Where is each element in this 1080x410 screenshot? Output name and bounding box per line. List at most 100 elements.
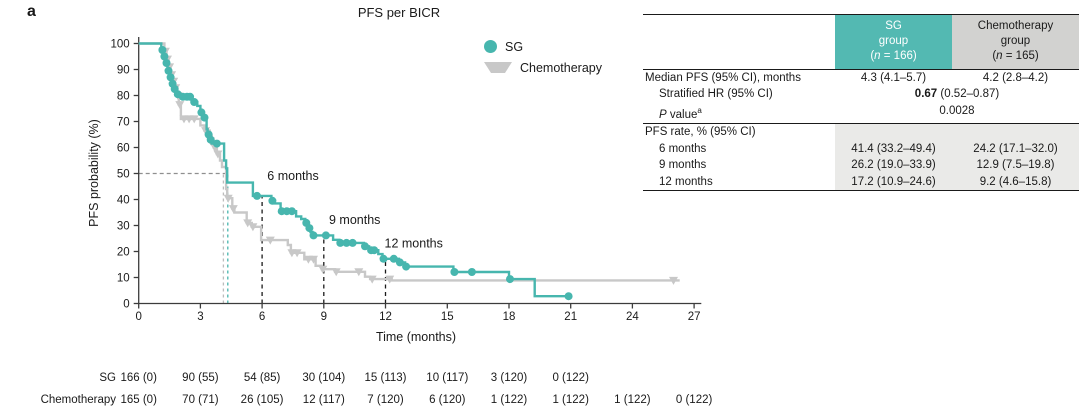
header-line: SG — [885, 20, 902, 32]
row-label: P valuea — [643, 103, 835, 123]
header-line: (n = 165) — [954, 49, 1077, 64]
svg-text:7 (120): 7 (120) — [367, 394, 404, 406]
pfs-rate-12mo-row: 12 months 17.2 (10.9–24.6) 9.2 (4.6–15.8… — [643, 173, 1079, 191]
stats-header-empty-cell — [643, 15, 835, 69]
sg-circle-marker-icon — [484, 40, 497, 53]
p-value-row: P valuea 0.0028 — [643, 103, 1079, 123]
band-filler — [835, 124, 1079, 141]
pfs-rate-6mo-row: 6 months 41.4 (33.2–49.4) 24.2 (17.1–32.… — [643, 140, 1079, 158]
n-symbol: n — [874, 49, 881, 62]
svg-text:20: 20 — [117, 247, 130, 259]
svg-text:100: 100 — [111, 39, 130, 51]
svg-text:30: 30 — [117, 221, 130, 233]
row-label: Median PFS (95% CI), months — [645, 71, 801, 84]
svg-text:9: 9 — [321, 311, 327, 323]
stats-col-header-chemotherapy: Chemotherapy group (n = 165) — [952, 15, 1079, 69]
svg-text:12 months: 12 months — [385, 237, 443, 251]
p-value: 0.0028 — [939, 104, 975, 117]
rate-9mo-sg-value: 26.2 (19.0–33.9) — [835, 157, 952, 174]
legend: SG Chemotherapy — [484, 36, 602, 78]
row-label: 6 months — [659, 142, 707, 155]
x-axis-label: Time (months) — [375, 330, 457, 344]
legend-item-sg: SG — [484, 36, 602, 57]
svg-text:70: 70 — [117, 117, 130, 129]
svg-text:0 (122): 0 (122) — [552, 372, 589, 384]
chart-title: PFS per BICR — [357, 5, 441, 20]
y-axis-label: PFS probability (%) — [87, 119, 101, 227]
footnote-marker: a — [697, 105, 702, 115]
svg-text:0: 0 — [135, 311, 141, 323]
svg-text:12 (117): 12 (117) — [303, 394, 345, 406]
svg-text:24: 24 — [626, 311, 639, 323]
svg-text:80: 80 — [117, 91, 130, 103]
svg-text:SG: SG — [99, 372, 116, 384]
svg-text:26 (105): 26 (105) — [241, 394, 284, 406]
rate-6mo-sg-value: 41.4 (33.2–49.4) — [835, 140, 952, 158]
svg-text:90 (55): 90 (55) — [182, 372, 219, 384]
paren: ( — [992, 49, 997, 62]
n-symbol: n — [996, 49, 1003, 62]
n-count: = 165) — [1002, 49, 1039, 62]
svg-text:15 (113): 15 (113) — [365, 372, 407, 384]
chemotherapy-triangle-marker-icon — [484, 62, 512, 73]
svg-text:15: 15 — [441, 311, 454, 323]
svg-text:40: 40 — [117, 195, 130, 207]
median-pfs-sg-value: 4.3 (4.1–5.7) — [860, 71, 927, 84]
pfs-rate-header-row: PFS rate, % (95% CI) — [643, 123, 1079, 141]
svg-text:10: 10 — [117, 273, 130, 285]
p-symbol: P — [659, 108, 667, 121]
rate-9mo-chemo-value: 12.9 (7.5–19.8) — [952, 157, 1079, 174]
svg-text:12: 12 — [379, 311, 392, 323]
row-label: 9 months — [659, 159, 707, 172]
svg-text:6: 6 — [259, 311, 265, 323]
row-label: PFS rate, % (95% CI) — [645, 126, 756, 139]
header-line: Chemotherapy — [977, 20, 1054, 32]
svg-text:30 (104): 30 (104) — [302, 372, 345, 384]
svg-text:54 (85): 54 (85) — [244, 372, 281, 384]
svg-text:6 months: 6 months — [267, 169, 318, 183]
stats-col-header-sg: SG group (n = 166) — [835, 15, 952, 69]
stratified-hr-row: Stratified HR (95% CI) 0.67 (0.52–0.87) — [643, 86, 1079, 103]
hr-ci-value: (0.52–0.87) — [937, 88, 1000, 101]
header-line: group — [1000, 34, 1031, 47]
hr-value: 0.67 (0.52–0.87) — [835, 86, 1079, 103]
panel-label: a — [27, 3, 36, 20]
svg-text:27: 27 — [688, 311, 701, 323]
svg-text:6 (120): 6 (120) — [429, 394, 466, 406]
svg-text:90: 90 — [117, 65, 130, 77]
svg-text:50: 50 — [117, 169, 130, 181]
stats-table: SG group (n = 166) Chemotherapy group (n… — [643, 14, 1079, 192]
svg-text:70 (71): 70 (71) — [182, 394, 219, 406]
p-word: value — [666, 108, 698, 121]
header-line: (n = 166) — [837, 49, 950, 64]
svg-text:166 (0): 166 (0) — [120, 372, 157, 384]
svg-text:60: 60 — [117, 143, 130, 155]
header-line: group — [878, 34, 909, 47]
hr-bold-value: 0.67 — [914, 88, 938, 101]
stats-table-body: Median PFS (95% CI), months 4.3 (4.1–5.7… — [643, 70, 1079, 192]
svg-text:21: 21 — [564, 311, 577, 323]
rate-12mo-sg-value: 17.2 (10.9–24.6) — [835, 173, 952, 191]
row-label: Stratified HR (95% CI) — [659, 88, 773, 101]
rate-6mo-chemo-value: 24.2 (17.1–32.0) — [952, 140, 1079, 158]
pfs-rate-9mo-row: 9 months 26.2 (19.0–33.9) 12.9 (7.5–19.8… — [643, 157, 1079, 174]
rate-12mo-chemo-value: 9.2 (4.6–15.8) — [952, 173, 1079, 191]
svg-text:1 (122): 1 (122) — [614, 394, 651, 406]
svg-text:1 (122): 1 (122) — [491, 394, 528, 406]
row-label: 12 months — [659, 175, 713, 188]
stats-table-header: SG group (n = 166) Chemotherapy group (n… — [643, 15, 1079, 70]
svg-text:18: 18 — [503, 311, 516, 323]
svg-text:Chemotherapy: Chemotherapy — [41, 394, 117, 406]
median-pfs-chemo-value: 4.2 (2.8–4.2) — [982, 71, 1049, 84]
legend-item-chemotherapy: Chemotherapy — [484, 57, 602, 78]
svg-text:0 (122): 0 (122) — [676, 394, 713, 406]
svg-text:3 (120): 3 (120) — [491, 372, 528, 384]
legend-label-sg: SG — [505, 39, 524, 54]
svg-text:3: 3 — [197, 311, 203, 323]
n-count: = 166) — [880, 49, 917, 62]
legend-label-chemotherapy: Chemotherapy — [520, 60, 602, 75]
svg-text:165 (0): 165 (0) — [120, 394, 157, 406]
median-pfs-row: Median PFS (95% CI), months 4.3 (4.1–5.7… — [643, 70, 1079, 87]
